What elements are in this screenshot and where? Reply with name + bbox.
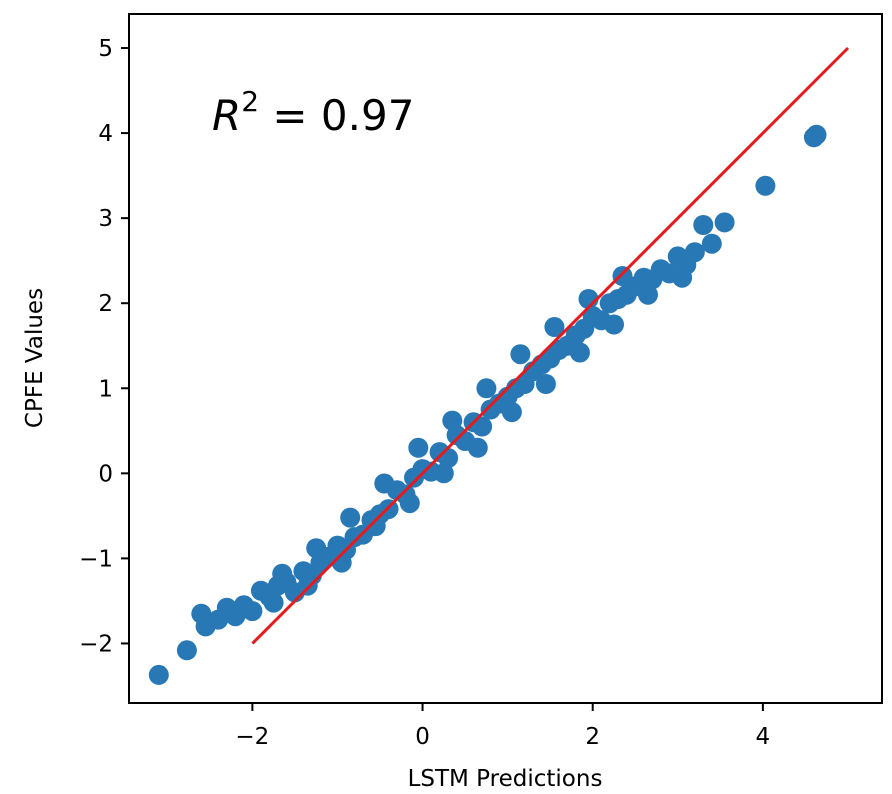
- scatter-point: [693, 215, 714, 235]
- scatter-point: [569, 342, 590, 363]
- scatter-point: [399, 493, 420, 514]
- scatter-point: [501, 402, 522, 423]
- x-tick-label: −2: [235, 724, 269, 750]
- y-tick-label: 2: [98, 291, 113, 317]
- x-tick-label: 4: [756, 724, 771, 750]
- x-tick-label: 0: [415, 724, 430, 750]
- x-axis-label: LSTM Predictions: [408, 766, 603, 792]
- y-tick-label: 1: [98, 376, 113, 402]
- scatter-point: [612, 266, 633, 286]
- x-tick-label: 2: [585, 724, 600, 750]
- y-tick-label: 5: [98, 36, 113, 62]
- r-squared-value: = 0.97: [259, 91, 414, 140]
- scatter-points: [148, 124, 827, 685]
- scatter-point: [467, 437, 488, 458]
- scatter-point: [297, 575, 318, 596]
- scatter-point: [263, 592, 284, 613]
- scatter-point: [365, 516, 386, 537]
- scatter-point: [701, 233, 722, 254]
- scatter-point: [176, 640, 197, 661]
- scatter-point: [306, 538, 327, 559]
- scatter-point: [544, 317, 565, 337]
- scatter-point: [684, 242, 705, 263]
- y-tick-label: 0: [98, 461, 113, 487]
- y-tick-label: −2: [79, 631, 113, 657]
- scatter-point: [272, 563, 293, 584]
- scatter-point: [638, 284, 658, 305]
- scatter-point: [510, 344, 531, 365]
- scatter-point: [148, 664, 169, 685]
- y-tick-label: −1: [79, 546, 113, 572]
- y-tick-label: 4: [98, 121, 113, 147]
- scatter-point: [755, 175, 776, 196]
- scatter-point: [433, 463, 454, 484]
- x-axis: −2 0 2 4: [235, 703, 770, 750]
- reference-line: [251, 46, 850, 645]
- scatter-point: [806, 124, 827, 145]
- reference-line-layer: [251, 46, 850, 645]
- scatter-point: [714, 212, 735, 233]
- r-squared-symbol: R: [212, 91, 241, 140]
- y-tick-label: 3: [98, 206, 113, 232]
- y-axis-label: CPFE Values: [22, 288, 48, 428]
- scatter-point: [604, 314, 624, 335]
- y-axis: −2 −1 0 1 2 3 4 5: [79, 36, 129, 657]
- r-squared-exponent: 2: [241, 85, 259, 118]
- plot-frame: [128, 13, 883, 704]
- scatter-point: [535, 374, 556, 394]
- scatter-point: [472, 416, 493, 437]
- scatter-point: [672, 267, 693, 288]
- r-squared-annotation: R2 = 0.97: [212, 85, 414, 140]
- scatter-point: [340, 507, 361, 528]
- scatter-point: [408, 437, 429, 458]
- scatter-point: [374, 473, 395, 494]
- scatter-point: [442, 410, 463, 431]
- scatter-point: [476, 378, 497, 399]
- scatter-point: [242, 601, 263, 622]
